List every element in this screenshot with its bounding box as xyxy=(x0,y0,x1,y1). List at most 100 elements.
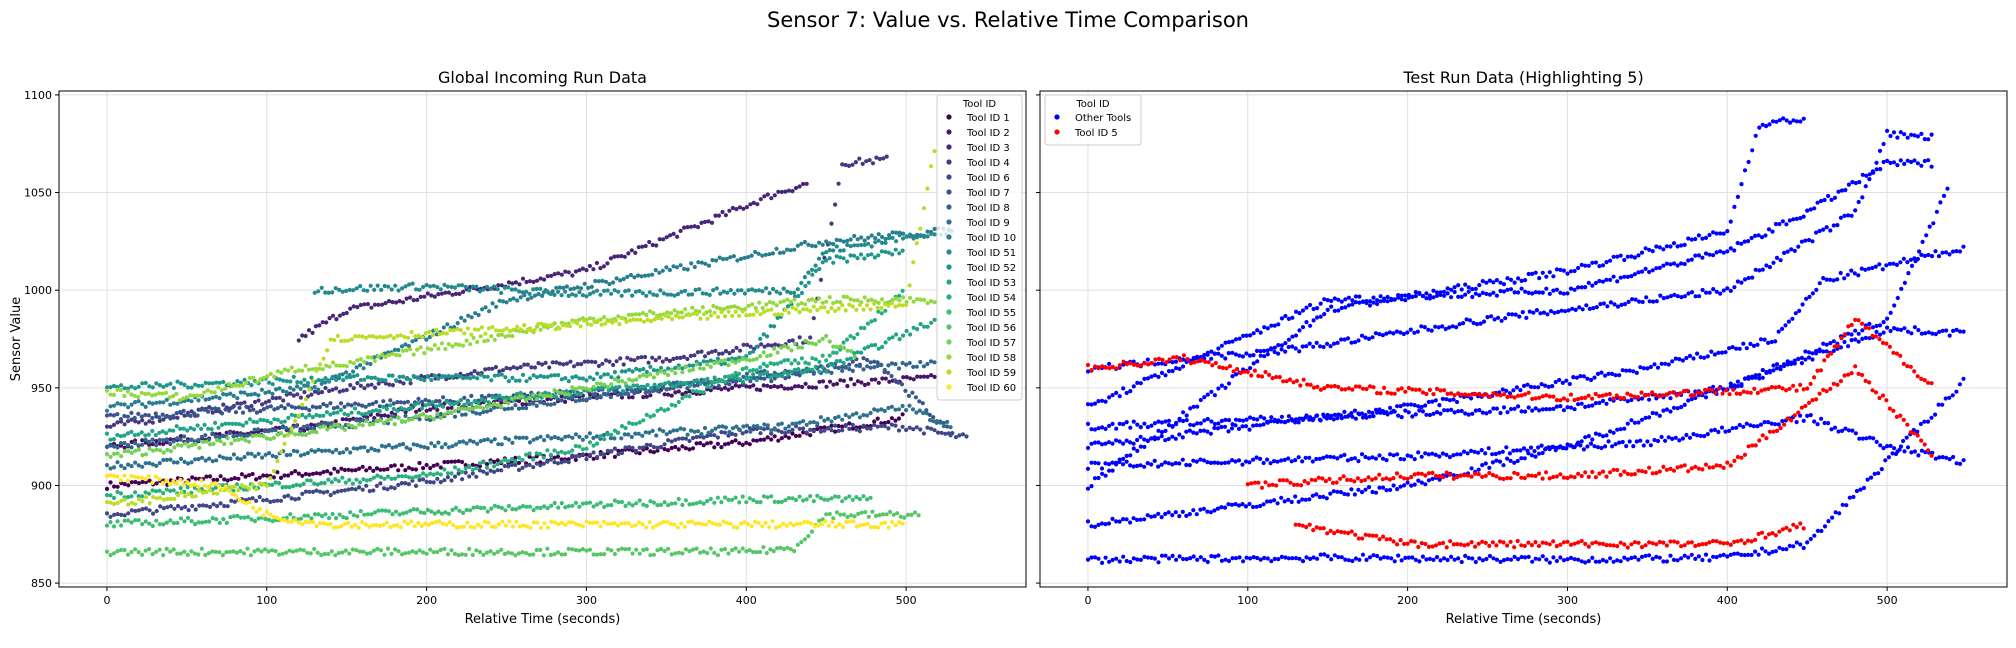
data-point xyxy=(761,383,766,388)
data-point xyxy=(465,326,470,331)
data-point xyxy=(1477,293,1482,298)
data-point xyxy=(656,385,661,390)
data-point xyxy=(394,352,399,358)
data-point xyxy=(325,427,330,432)
data-point xyxy=(531,373,536,378)
data-point xyxy=(843,365,848,370)
data-point xyxy=(323,448,328,453)
data-point xyxy=(542,521,547,526)
data-point xyxy=(251,375,256,380)
data-point xyxy=(884,512,889,517)
data-point xyxy=(651,450,657,455)
data-point xyxy=(258,417,263,422)
data-point xyxy=(773,342,778,347)
data-point xyxy=(639,274,644,279)
data-point xyxy=(820,300,825,305)
data-point xyxy=(810,341,815,346)
data-point xyxy=(140,453,145,458)
data-point xyxy=(122,433,127,438)
data-point xyxy=(698,366,703,371)
data-point xyxy=(481,552,486,558)
data-point xyxy=(778,373,784,378)
data-point xyxy=(186,444,191,449)
data-point xyxy=(140,494,145,499)
data-point xyxy=(288,391,293,396)
data-point xyxy=(866,344,871,349)
data-point xyxy=(712,500,717,505)
data-point xyxy=(865,364,870,369)
data-point xyxy=(425,373,430,379)
data-point xyxy=(1346,295,1351,300)
data-point xyxy=(224,550,229,555)
axes-frame xyxy=(58,90,1027,588)
data-point xyxy=(751,349,756,354)
data-point xyxy=(221,455,226,460)
data-point xyxy=(293,369,298,374)
data-point xyxy=(431,480,436,485)
data-point xyxy=(427,399,432,404)
data-point xyxy=(437,519,442,524)
data-point xyxy=(383,354,388,360)
data-point xyxy=(934,419,940,424)
data-point xyxy=(202,390,207,395)
data-point xyxy=(157,437,162,442)
data-point xyxy=(779,430,784,435)
data-point xyxy=(584,446,589,451)
data-point xyxy=(510,334,515,339)
data-point xyxy=(772,193,777,198)
data-point xyxy=(1170,368,1175,374)
data-point xyxy=(296,405,301,410)
data-point xyxy=(680,502,685,507)
data-point xyxy=(215,438,220,443)
data-point xyxy=(1583,285,1588,290)
data-point xyxy=(355,373,360,378)
data-point xyxy=(190,475,195,480)
data-point xyxy=(673,383,678,388)
data-point xyxy=(192,551,197,556)
data-point xyxy=(545,274,550,279)
data-point xyxy=(893,362,898,367)
data-point xyxy=(275,515,280,521)
data-point xyxy=(1615,558,1620,563)
data-point xyxy=(178,437,183,442)
data-point xyxy=(275,459,280,464)
data-point xyxy=(779,312,784,317)
data-point xyxy=(627,501,632,506)
data-point xyxy=(433,519,438,525)
data-point xyxy=(1286,337,1291,342)
data-point xyxy=(510,281,515,286)
data-point xyxy=(811,371,816,376)
data-point xyxy=(630,395,635,400)
data-point xyxy=(443,346,448,352)
data-point xyxy=(834,350,839,355)
legend-entry: Tool ID 8 xyxy=(966,203,1010,214)
data-point xyxy=(492,503,497,508)
data-point xyxy=(330,313,336,318)
data-point xyxy=(1523,555,1528,560)
data-point xyxy=(534,403,539,408)
data-point xyxy=(857,302,863,307)
data-point xyxy=(1523,289,1528,294)
data-point xyxy=(744,384,749,389)
data-point xyxy=(1117,559,1122,564)
data-point xyxy=(294,482,299,487)
data-point xyxy=(719,310,724,315)
data-point xyxy=(499,283,504,288)
data-point xyxy=(843,412,848,418)
data-point xyxy=(708,440,713,445)
data-point xyxy=(174,391,179,397)
data-point xyxy=(568,359,573,364)
data-point xyxy=(531,437,536,442)
data-point xyxy=(1219,383,1224,388)
data-point xyxy=(834,237,839,242)
data-point xyxy=(477,549,482,555)
data-point xyxy=(182,459,187,464)
data-point xyxy=(1177,366,1182,371)
data-point xyxy=(1753,549,1758,554)
data-point xyxy=(541,553,546,558)
data-point xyxy=(882,420,887,426)
data-point xyxy=(1375,298,1380,303)
data-point xyxy=(531,287,536,292)
data-point xyxy=(449,405,454,410)
